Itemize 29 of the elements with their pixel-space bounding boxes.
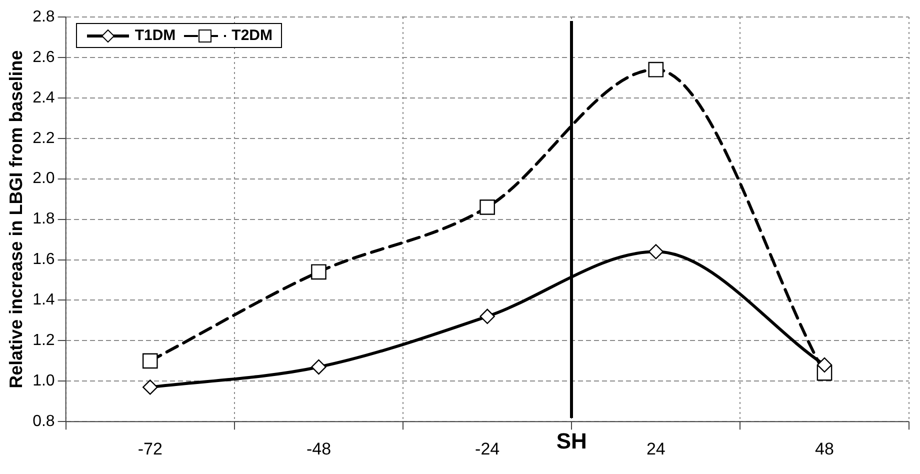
y-tick-label: 1.8 [32, 210, 55, 228]
point [480, 199, 495, 215]
y-axis-title: Relative increase in LBGI from baseline [6, 50, 26, 388]
point [142, 353, 158, 369]
x-tick-label: -24 [475, 439, 500, 458]
y-tick-label: 0.8 [32, 413, 55, 430]
y-tick-label: 2.8 [32, 8, 55, 26]
y-tick-label: 2.2 [32, 130, 55, 147]
text: SH [556, 428, 587, 454]
x-tick-label: -72 [138, 439, 162, 458]
y-tick-label: 2.0 [32, 170, 55, 188]
point [480, 308, 495, 324]
point [816, 357, 832, 373]
x-tick-label: 48 [815, 439, 834, 458]
y-tick-label: 2.6 [32, 48, 55, 66]
y-tick-label: 2.4 [32, 89, 55, 106]
y-tick-label: 1.4 [32, 292, 55, 309]
point [648, 62, 664, 78]
legend-label: T2DM [232, 27, 273, 44]
point [311, 264, 326, 280]
x-tick-label: 24 [646, 439, 666, 458]
y-tick-label: 1.0 [32, 372, 55, 390]
x-tick-label: -48 [306, 439, 332, 458]
point [142, 380, 158, 395]
legend-label: T1DM [134, 27, 176, 44]
y-tick-label: 1.2 [32, 332, 55, 350]
point [648, 244, 664, 260]
y-tick-label: 1.6 [32, 251, 55, 268]
point [311, 359, 326, 375]
